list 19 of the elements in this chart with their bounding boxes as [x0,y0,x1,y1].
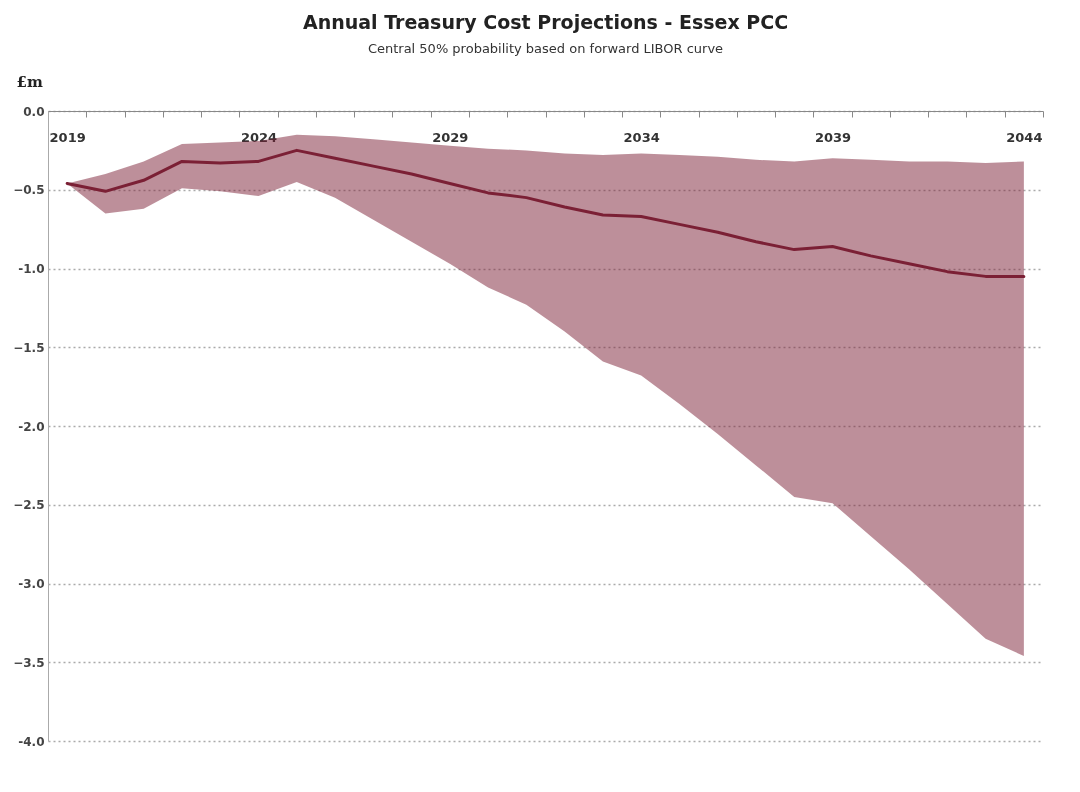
y-tick-label: −0.5 [13,183,45,198]
x-tick-label: 2024 [240,129,278,145]
x-tick-label: 2029 [432,129,469,145]
y-tick-label: -4.0 [18,734,45,749]
x-tick-label: 2034 [623,129,660,145]
y-tick-label: 0.0 [23,104,45,119]
chart-subtitle: Central 50% probability based on forward LIBOR curve [367,41,724,56]
y-tick-label: −2.5 [13,498,45,513]
x-tick-label: 2039 [814,129,852,145]
y-tick-label: −3.5 [13,655,45,670]
line-series [65,148,1026,278]
y-tick-label: -1.0 [18,262,45,276]
x-tick-label: 2044 [1006,129,1043,145]
x-tick-label: 2019 [49,129,86,145]
chart-title: Annual Treasury Cost Projections - Essex PCC [302,11,789,33]
y-tick-label: −1.5 [13,340,45,355]
y-tick-label: -3.0 [18,577,45,591]
y-axis-title: £m [16,72,43,91]
y-tick-label: -2.0 [18,419,45,434]
